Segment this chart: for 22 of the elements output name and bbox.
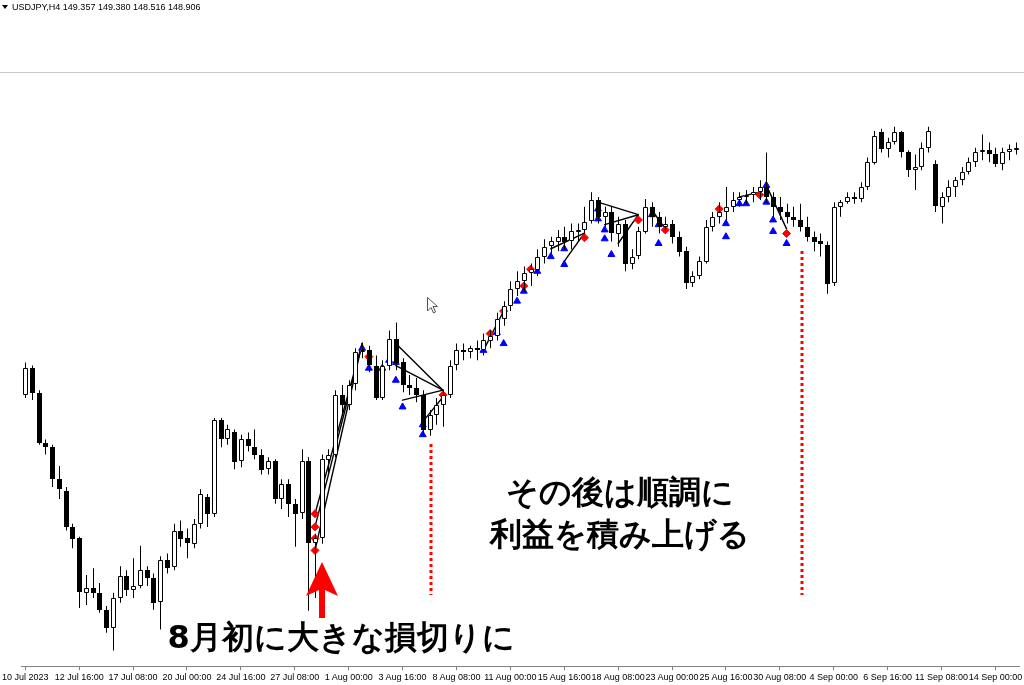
x-tick-label: 11 Aug 00:00 bbox=[484, 672, 537, 683]
x-tick-label: 10 Jul 2023 bbox=[2, 672, 49, 683]
x-tick-label: 6 Sep 16:00 bbox=[863, 672, 912, 683]
x-tick-label: 18 Aug 08:00 bbox=[591, 672, 645, 683]
x-tick-label: 17 Jul 08:00 bbox=[108, 672, 158, 683]
x-tick-label: 15 Aug 16:00 bbox=[537, 672, 591, 683]
annotation: 8月初に大きな損切りに bbox=[167, 618, 515, 657]
x-tick-label: 20 Jul 00:00 bbox=[162, 672, 212, 683]
x-tick-label: 30 Aug 08:00 bbox=[753, 672, 807, 683]
x-tick-label: 8 Aug 08:00 bbox=[432, 672, 481, 683]
annotation: その後は順調に利益を積み上げる bbox=[488, 473, 750, 554]
x-tick-label: 27 Jul 08:00 bbox=[270, 672, 320, 683]
x-tick-label: 23 Aug 00:00 bbox=[645, 672, 699, 683]
x-tick-label: 12 Jul 16:00 bbox=[54, 672, 104, 683]
x-tick-label: 1 Aug 00:00 bbox=[324, 672, 373, 683]
x-tick-label: 24 Jul 16:00 bbox=[216, 672, 266, 683]
x-tick-label: 25 Aug 16:00 bbox=[699, 672, 753, 683]
x-tick-label: 14 Sep 00:00 bbox=[968, 672, 1023, 683]
x-tick-label: 11 Sep 08:00 bbox=[915, 672, 968, 683]
x-tick-label: 4 Sep 00:00 bbox=[809, 672, 858, 683]
x-tick-label: 3 Aug 16:00 bbox=[378, 672, 427, 683]
chart-title: USDJPY,H4 149.357 149.380 148.516 148.906 bbox=[12, 1, 201, 13]
